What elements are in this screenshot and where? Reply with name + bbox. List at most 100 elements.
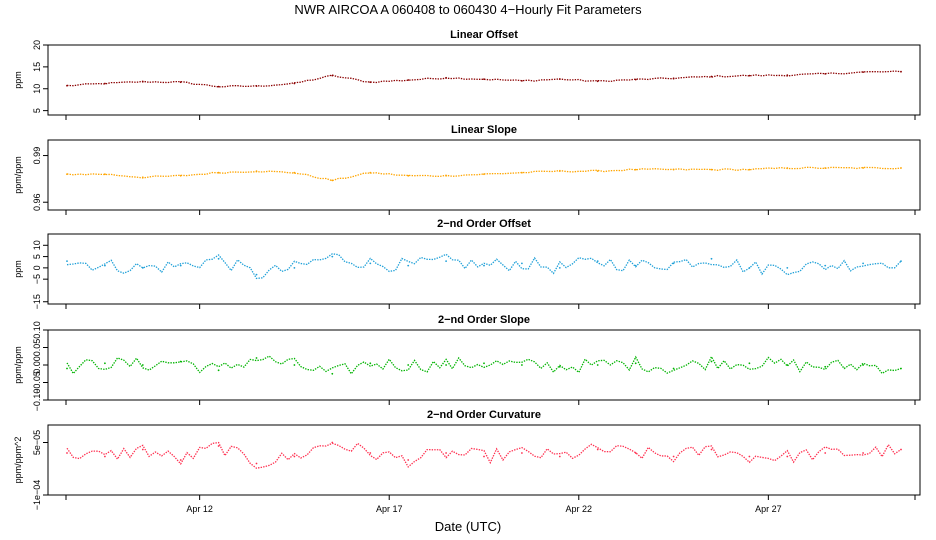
data-point — [710, 448, 713, 451]
plot-frame — [47, 233, 921, 305]
data-point — [521, 364, 523, 366]
y-tick-label: −0.05 — [32, 371, 42, 394]
y-tick-label: −1e−04 — [32, 480, 42, 511]
y-tick-label: 0.99 — [32, 147, 42, 165]
y-tick-label: −15 — [32, 294, 42, 309]
data-point — [710, 257, 713, 260]
panel-title: 2−nd Order Slope — [438, 314, 530, 326]
data-point — [66, 260, 68, 262]
data-point — [634, 362, 637, 365]
panel-5: 2−nd Order Curvature ppm/ppm^2 −1e−04 5e−05… — [13, 409, 921, 514]
y-tick-label: 0 — [32, 265, 42, 270]
y-tick-label: 5 — [32, 108, 42, 113]
data-point — [179, 174, 182, 177]
data-point — [66, 84, 68, 87]
panel-1: Linear Offset ppm 5 10 15 20 — [13, 29, 921, 120]
series-line — [66, 253, 902, 280]
data-point — [66, 173, 68, 176]
data-point — [634, 264, 637, 267]
data-point — [786, 267, 789, 269]
panel-title: Linear Offset — [450, 29, 518, 41]
data-point — [862, 452, 864, 454]
data-point — [862, 71, 864, 73]
data-point — [255, 85, 258, 87]
data-point — [445, 452, 447, 454]
data-point — [255, 357, 258, 359]
data-point — [483, 362, 485, 365]
data-point — [331, 441, 334, 444]
data-point — [596, 364, 599, 366]
y-axis-label: ppm/ppm — [13, 156, 23, 194]
chart-panels: Linear Offset ppm 5 10 15 20 Linear Slope ppm/p… — [13, 29, 921, 514]
panel-4: 2−nd Order Slope ppm/ppm −0.10−0.050.000.0… — [13, 314, 921, 412]
y-tick-label: 0.00 — [32, 356, 42, 374]
data-point — [331, 179, 334, 182]
series-line — [66, 441, 902, 469]
data-point — [369, 262, 372, 265]
y-axis-label: ppm/ppm^2 — [13, 437, 23, 484]
data-point — [558, 365, 561, 368]
y-tick-label: 10 — [32, 84, 42, 94]
y-tick-label: 10 — [32, 240, 42, 250]
data-point — [634, 78, 637, 81]
data-point — [900, 167, 902, 169]
data-point — [255, 273, 258, 276]
data-point — [369, 452, 372, 454]
data-point — [104, 82, 106, 85]
data-point — [521, 452, 523, 454]
data-point — [293, 171, 296, 174]
data-point — [824, 264, 827, 267]
y-tick-label: 0.10 — [32, 321, 42, 339]
series-line — [66, 355, 902, 375]
data-point — [558, 455, 561, 458]
y-tick-label: 5 — [32, 254, 42, 259]
data-point — [179, 360, 182, 363]
x-tick-label: Apr 22 — [566, 504, 593, 514]
y-axis-label: ppm — [13, 260, 23, 278]
x-tick-label: Apr 17 — [376, 504, 403, 514]
data-point — [710, 360, 713, 363]
data-point — [293, 82, 296, 85]
data-point — [862, 364, 864, 366]
data-point — [104, 362, 106, 365]
data-point — [748, 74, 751, 77]
data-point — [596, 170, 599, 173]
x-tick-label: Apr 27 — [755, 504, 782, 514]
plot-frame — [47, 329, 921, 401]
data-point — [445, 76, 447, 79]
panel-3: 2−nd Order Offset ppm −15 −5 0 5 10 — [13, 218, 921, 309]
data-point — [369, 171, 372, 174]
y-tick-label: 15 — [32, 62, 42, 72]
panel-title: 2−nd Order Offset — [437, 218, 531, 230]
y-tick-label: 0.96 — [32, 193, 42, 211]
data-point — [104, 455, 106, 458]
data-point — [407, 264, 410, 267]
y-axis-label: ppm/ppm — [13, 346, 23, 384]
data-point — [824, 167, 827, 169]
data-point — [217, 369, 220, 372]
data-point — [104, 264, 106, 267]
panel-title: 2−nd Order Curvature — [427, 409, 541, 421]
y-tick-label: 20 — [32, 40, 42, 50]
data-point — [141, 80, 144, 83]
data-point — [369, 81, 372, 84]
y-tick-label: 0.05 — [32, 339, 42, 357]
data-point — [293, 364, 296, 366]
data-point — [217, 445, 220, 447]
y-tick-label: −0.10 — [32, 389, 42, 412]
data-point — [445, 260, 447, 262]
data-point — [483, 264, 485, 267]
data-point — [407, 79, 410, 81]
plot-frame — [47, 44, 921, 116]
y-tick-label: −5 — [32, 274, 42, 284]
data-point — [900, 260, 902, 262]
data-point — [293, 455, 296, 458]
data-point — [255, 170, 258, 173]
data-point — [141, 176, 144, 179]
data-point — [634, 452, 637, 454]
data-point — [521, 80, 523, 82]
data-point — [786, 167, 789, 169]
data-point — [634, 168, 637, 171]
data-point — [672, 262, 675, 265]
data-point — [521, 171, 523, 174]
